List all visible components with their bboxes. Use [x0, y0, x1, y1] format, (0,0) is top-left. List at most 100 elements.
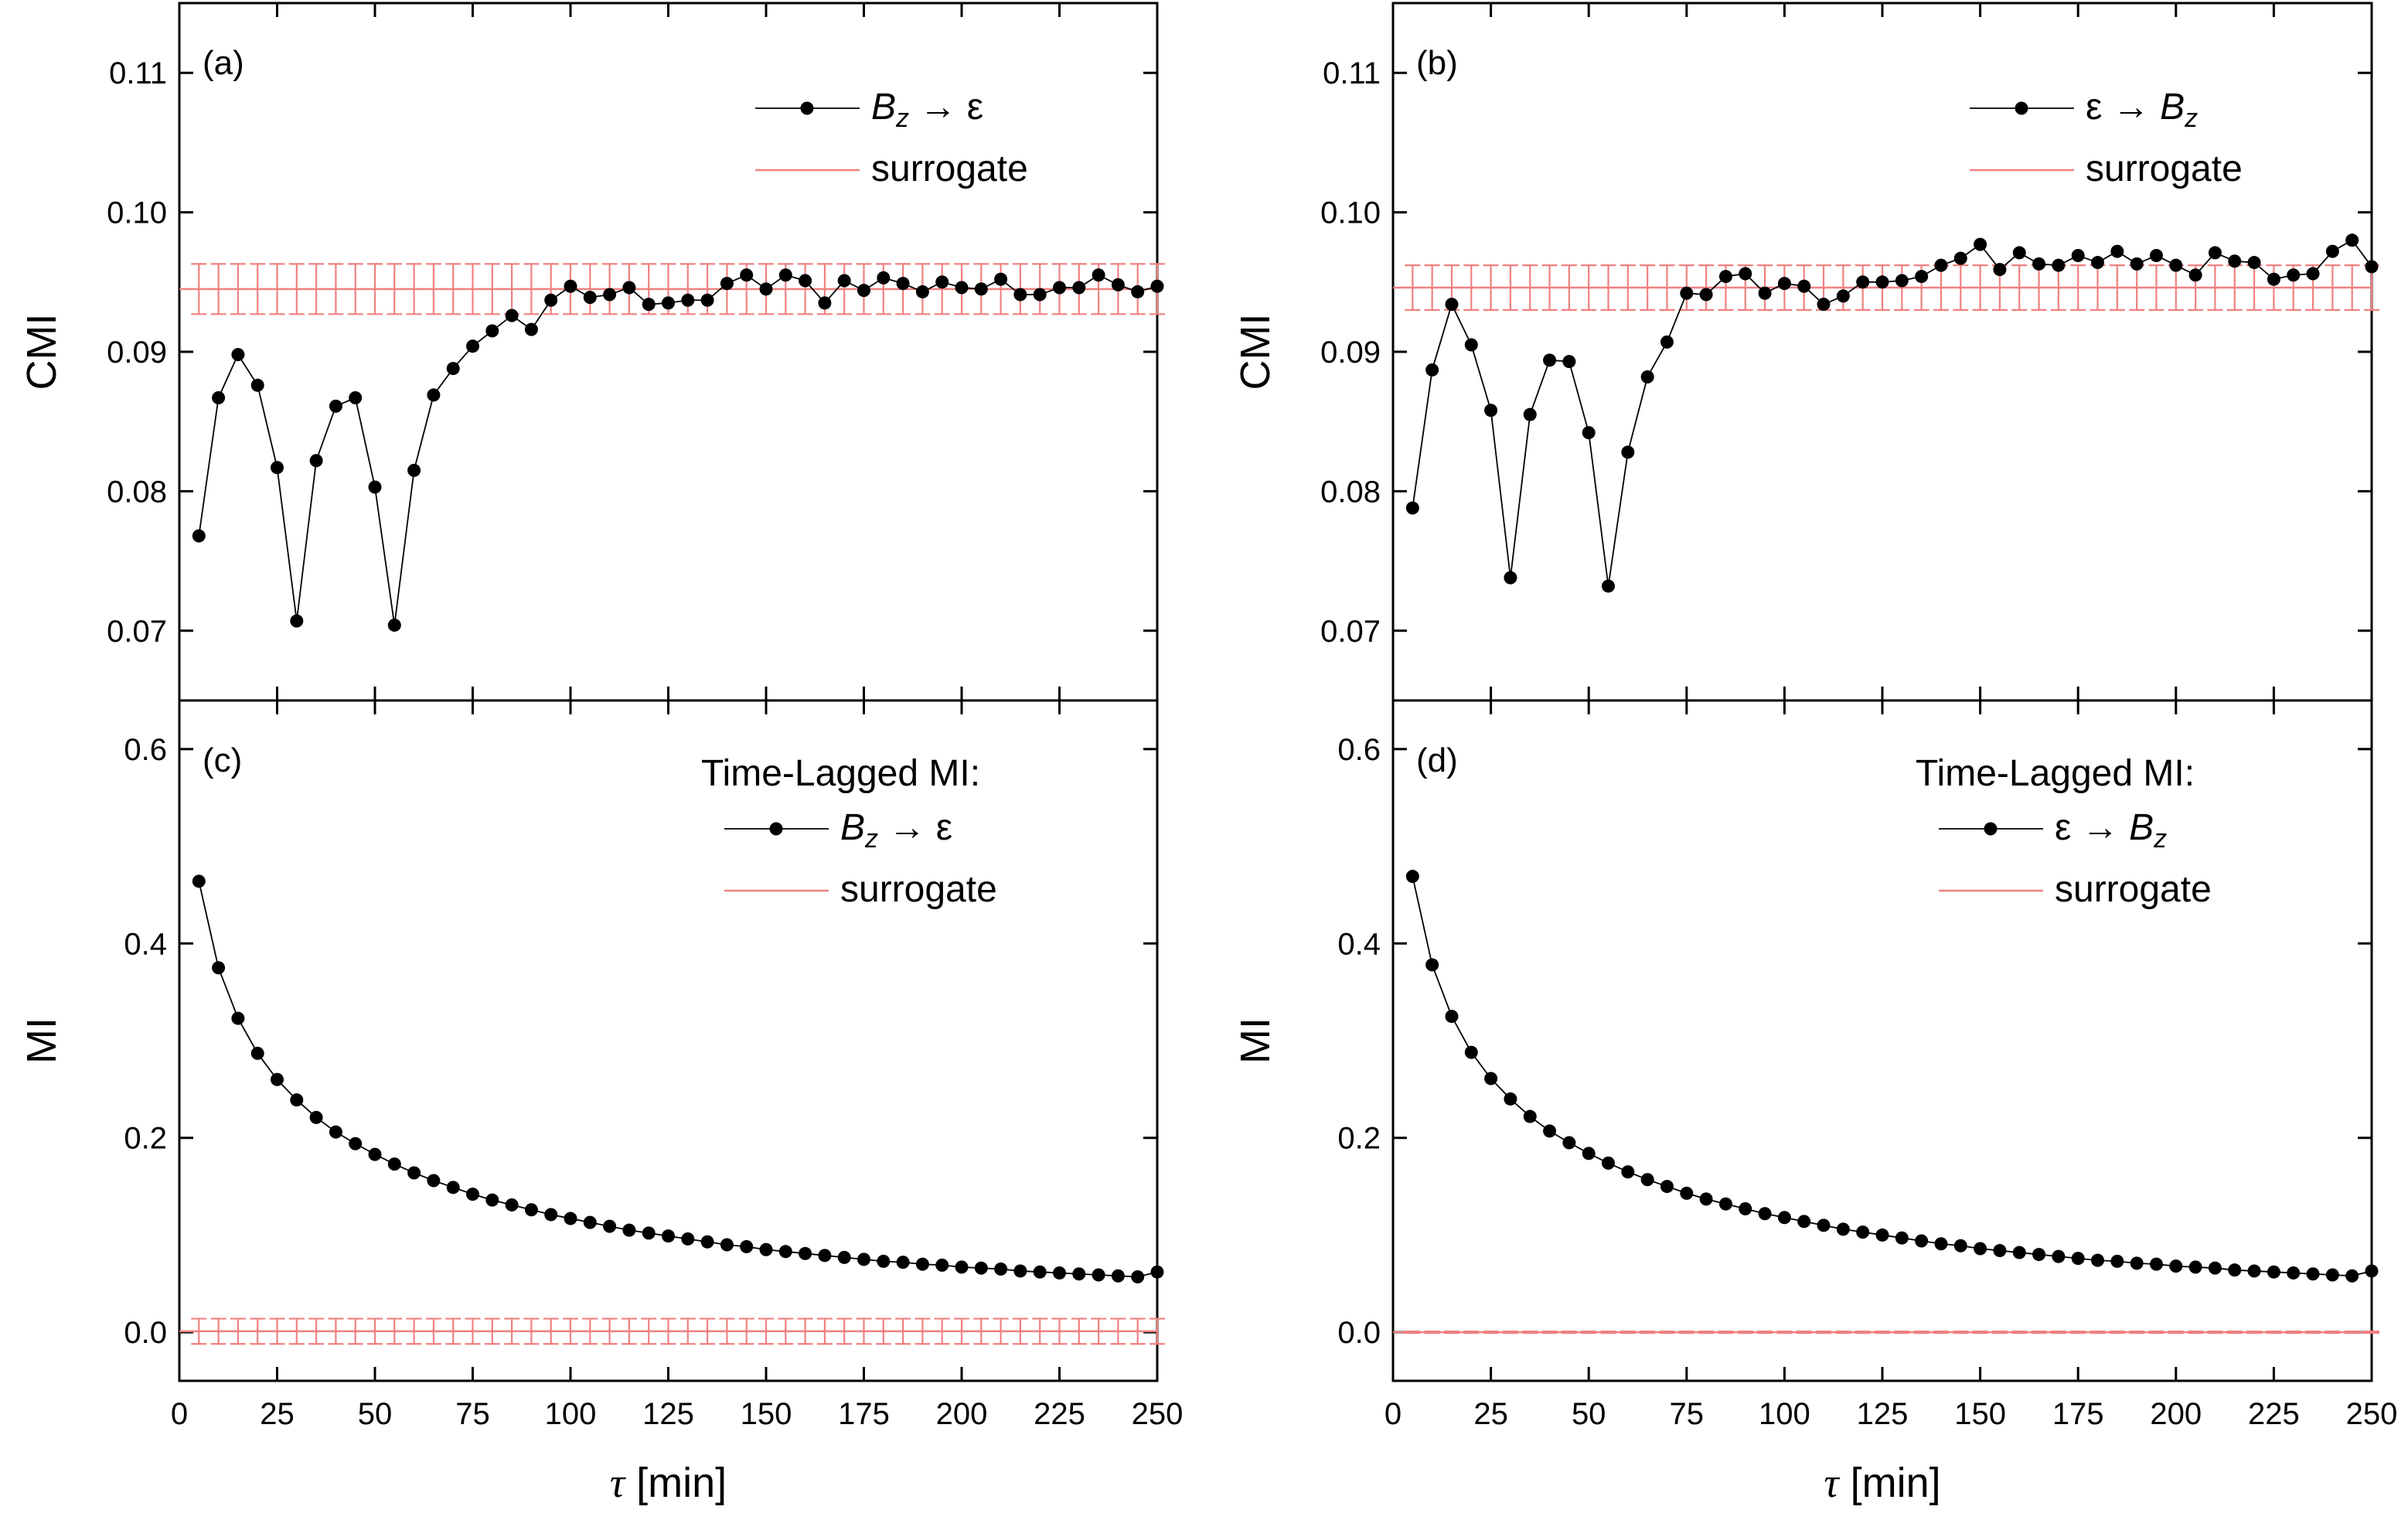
data-point	[1072, 281, 1086, 295]
legend-label-surrogate: surrogate	[871, 148, 1028, 189]
data-point	[1621, 1165, 1635, 1179]
data-point	[212, 391, 226, 405]
data-point	[466, 339, 479, 353]
data-point	[622, 1223, 636, 1237]
data-point	[524, 1203, 538, 1217]
data-point	[1131, 1270, 1145, 1283]
data-point	[974, 1261, 988, 1275]
data-point	[1092, 268, 1105, 282]
data-point	[1777, 1211, 1791, 1225]
data-point	[427, 388, 441, 402]
data-point	[1718, 1197, 1732, 1211]
data-point	[1602, 1156, 1616, 1170]
data-point	[250, 1046, 264, 1060]
y-tick-label: 0.6	[1337, 733, 1381, 767]
data-point	[271, 461, 284, 475]
data-point	[544, 293, 558, 307]
data-point	[896, 1256, 910, 1270]
surrogate-series	[1393, 1331, 2379, 1334]
data-point	[1582, 1147, 1596, 1160]
data-point	[1836, 289, 1850, 303]
y-tick-label: 0.08	[107, 475, 167, 509]
data-point	[740, 268, 754, 282]
data-point	[231, 348, 245, 362]
data-point	[387, 619, 401, 632]
data-point	[583, 291, 597, 305]
data-point	[2110, 244, 2124, 258]
x-tick-label: 125	[1857, 1397, 1909, 1431]
data-point	[2306, 1267, 2320, 1281]
data-point	[1817, 298, 1831, 312]
y-tick-label: 0.11	[1323, 56, 1381, 90]
x-tick-label: 125	[642, 1397, 694, 1431]
data-point	[466, 1188, 479, 1201]
data-point	[799, 274, 812, 288]
panel-letter: (c)	[203, 741, 242, 779]
data-point	[759, 1242, 773, 1256]
data-point	[309, 1110, 323, 1124]
data-point	[1111, 278, 1125, 291]
data-point	[877, 271, 891, 285]
data-point	[2228, 1263, 2242, 1277]
data-point	[603, 288, 617, 302]
data-point	[1013, 288, 1027, 302]
data-point	[857, 1252, 870, 1266]
data-point	[622, 281, 636, 295]
data-point	[1777, 277, 1791, 291]
data-point	[505, 1198, 519, 1212]
data-point	[837, 1250, 851, 1264]
data-point	[2365, 260, 2379, 274]
main-series-line	[198, 274, 1158, 625]
data-point	[1953, 251, 1967, 265]
data-point	[1915, 1234, 1929, 1248]
legend-label-main: Bz → ε	[840, 807, 952, 854]
data-point	[1640, 370, 1654, 383]
data-point	[1033, 288, 1047, 302]
data-point	[799, 1246, 812, 1260]
x-tick-label: 50	[1572, 1397, 1606, 1431]
data-point	[2149, 1257, 2163, 1271]
data-point	[700, 1235, 714, 1249]
x-tick-label: 75	[455, 1397, 490, 1431]
data-point	[2287, 268, 2301, 282]
legend: ε → Bz surrogate	[1970, 87, 2243, 189]
data-point	[955, 1260, 969, 1274]
y-tick-label: 0.09	[1320, 336, 1381, 370]
data-point	[994, 1262, 1008, 1276]
data-point	[1953, 1239, 1967, 1252]
data-point	[896, 277, 910, 291]
data-point	[2188, 268, 2202, 282]
data-point	[1543, 353, 1557, 367]
panel-letter: (b)	[1416, 44, 1458, 82]
data-point	[2032, 257, 2046, 271]
legend: Time-Lagged MI: Bz → ε surrogate	[701, 753, 997, 910]
data-point	[935, 1258, 949, 1272]
data-point	[818, 296, 832, 310]
data-point	[2071, 1252, 2085, 1266]
data-point	[446, 362, 460, 376]
data-point	[1856, 275, 1870, 289]
panel-a: 0.07 0.08 0.09 0.10 0.11 CMI (a) Bz → ε surrogat…	[19, 2, 1165, 702]
data-point	[407, 1166, 421, 1180]
data-point	[662, 1229, 675, 1243]
surrogate-series	[179, 1317, 1165, 1345]
x-tick-label: 25	[260, 1397, 295, 1431]
data-point	[368, 480, 382, 494]
data-point	[564, 279, 577, 293]
x-tick-label: 175	[838, 1397, 890, 1431]
data-point	[349, 1137, 363, 1150]
data-point	[329, 399, 342, 413]
legend: Bz → ε surrogate	[755, 87, 1028, 189]
data-point	[778, 268, 792, 282]
data-point	[192, 529, 206, 543]
data-point	[2345, 1269, 2359, 1283]
data-point	[2169, 1259, 2183, 1273]
data-point	[1013, 1264, 1027, 1278]
x-tick-label: 225	[2248, 1397, 2300, 1431]
plot-frame	[178, 2, 1159, 702]
data-point	[1699, 288, 1713, 302]
data-point	[877, 1254, 891, 1268]
x-tick-label: 50	[358, 1397, 393, 1431]
data-point	[720, 277, 734, 291]
